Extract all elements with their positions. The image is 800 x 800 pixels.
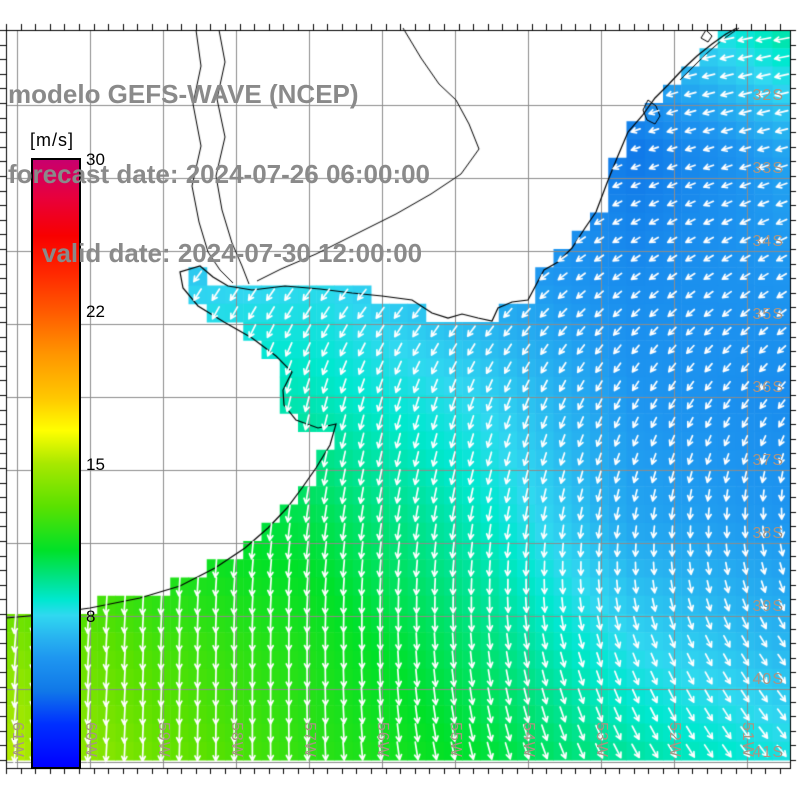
valid-date: valid date: 2024-07-30 12:00:00	[42, 238, 423, 268]
lat-label: 32S	[752, 87, 784, 104]
lon-label: 51W	[739, 722, 756, 758]
forecast-date: forecast date: 2024-07-26 06:00:00	[8, 158, 431, 189]
colorbar-tick-label: 22	[86, 302, 105, 322]
lat-label: 36S	[752, 379, 784, 396]
lon-label: 59W	[155, 722, 172, 758]
colorbar-tick-label: 15	[86, 454, 105, 474]
lon-label: 60W	[82, 722, 99, 758]
lat-label: 35S	[752, 306, 784, 323]
colorbar-unit-label: [m/s]	[30, 130, 74, 150]
colorbar	[31, 158, 81, 769]
lat-label: 37S	[752, 452, 784, 469]
colorbar-tick-label: 8	[86, 606, 96, 626]
lat-label: 34S	[752, 233, 784, 250]
lat-label: 38S	[752, 525, 784, 542]
lat-label: 33S	[752, 160, 784, 177]
lon-label: 53W	[593, 722, 610, 758]
lon-label: 57W	[301, 722, 318, 758]
lon-label: 56W	[374, 722, 391, 758]
lat-label: 39S	[752, 598, 784, 615]
lon-label: 52W	[666, 722, 683, 758]
lat-label: 40S	[752, 671, 784, 688]
colorbar-tick-label: 30	[86, 150, 105, 169]
lat-label: 41S	[752, 744, 784, 761]
model-title: modelo GEFS-WAVE (NCEP)	[8, 79, 359, 109]
lon-label: 58W	[228, 722, 245, 758]
plot-title-block: modelo GEFS-WAVE (NCEP) forecast date: 2…	[8, 28, 430, 320]
lon-label: 55W	[447, 722, 464, 758]
lon-label: 54W	[520, 722, 537, 758]
lon-label: 61W	[9, 722, 26, 758]
